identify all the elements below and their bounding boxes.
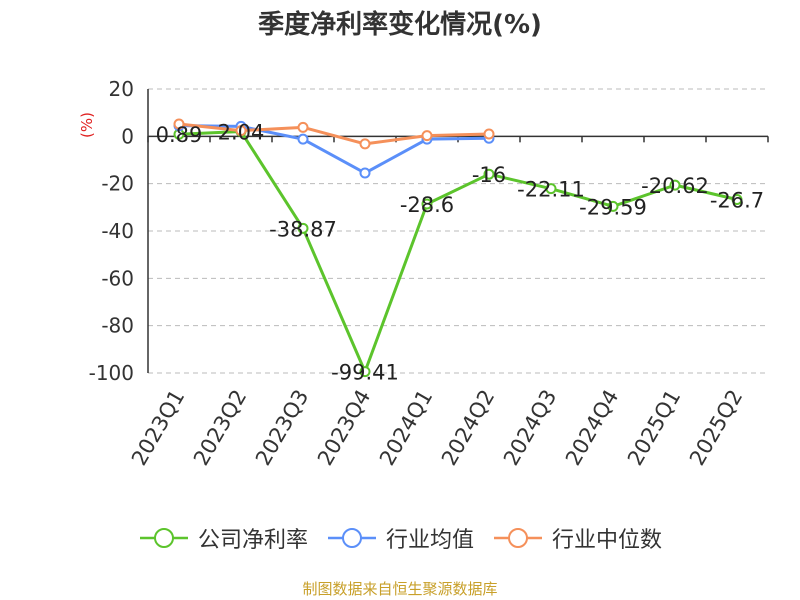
x-tick-label: 2023Q3 [251, 386, 313, 470]
data-point [359, 138, 371, 150]
y-tick-label: 20 [109, 77, 134, 101]
x-tick-label: 2024Q1 [375, 386, 437, 470]
y-tick-label: -20 [101, 172, 134, 196]
data-point [297, 133, 309, 145]
y-tick-label: -60 [101, 266, 134, 290]
data-point [421, 130, 433, 142]
data-label: -22.11 [517, 178, 585, 202]
data-label-layer: 0.89 2.04 -38.87 -99.41 -28.6 -16 -22.11-29.59… [156, 121, 765, 385]
data-label: -29.59 [579, 195, 647, 219]
legend-label: 公司净利率 [197, 528, 308, 553]
legend-swatch-icon [139, 528, 188, 548]
y-tick-label: -100 [89, 361, 134, 385]
data-label: 0.89 [156, 123, 203, 147]
legend-item[interactable]: 行业均值 [326, 522, 474, 554]
series-line [178, 122, 490, 146]
x-tick-label: 2024Q2 [437, 386, 499, 470]
data-point [483, 128, 495, 140]
y-tick-label: -80 [101, 314, 134, 338]
x-tick-label: 2023Q2 [189, 386, 251, 470]
data-point [731, 194, 743, 206]
data-label: -99.41 [331, 361, 399, 385]
data-point [421, 198, 433, 210]
series-line [178, 124, 490, 175]
series-layer [173, 118, 743, 378]
x-tick-label: 2024Q4 [561, 386, 623, 470]
x-tick-label: 2025Q2 [685, 386, 747, 470]
legend-item[interactable]: 公司净利率 [138, 522, 308, 554]
data-point [359, 366, 371, 378]
source-note: 制图数据来自恒生聚源数据库 [302, 580, 498, 598]
legend-label: 行业均值 [385, 528, 474, 553]
legend-label: 行业中位数 [552, 528, 663, 553]
chart-title: 季度净利率变化情况(%) [258, 10, 542, 40]
data-point [483, 168, 495, 180]
legend: 公司净利率 行业均值 行业中位数 [0, 522, 800, 554]
data-point [297, 121, 309, 133]
data-point [669, 179, 681, 191]
x-tick-label: 2023Q1 [127, 386, 189, 470]
data-point [235, 125, 247, 137]
legend-swatch-icon [327, 528, 376, 548]
legend-swatch-icon [494, 528, 542, 548]
data-point [297, 222, 309, 234]
legend-item[interactable]: 行业中位数 [492, 522, 662, 554]
data-label: 2.04 [218, 121, 265, 145]
data-label: -26.7 [710, 189, 764, 213]
data-label: -16 [472, 163, 506, 187]
y-axis-label: (%) [78, 112, 96, 138]
data-label: -20.62 [641, 174, 709, 198]
data-point [359, 167, 371, 179]
x-tick-label: 2023Q4 [313, 386, 375, 470]
y-tick-label: 0 [121, 124, 134, 148]
y-tick-label: -40 [101, 219, 134, 243]
data-point [173, 118, 185, 130]
series-line [178, 130, 738, 374]
grid-layer [148, 88, 768, 374]
data-point [545, 183, 557, 195]
data-label: -38.87 [269, 217, 337, 241]
x-tick-label: 2025Q1 [623, 386, 685, 470]
x-tick-label: 2024Q3 [499, 386, 561, 470]
data-point [607, 200, 619, 212]
data-label: -28.6 [400, 193, 454, 217]
